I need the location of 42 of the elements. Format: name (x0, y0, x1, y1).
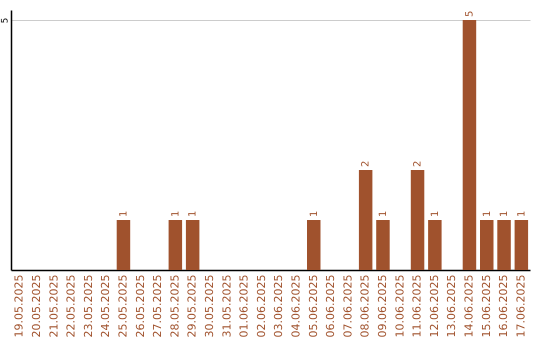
x-tick-label: 19.05.2025 (12, 274, 26, 338)
x-tick-label: 20.05.2025 (30, 274, 43, 338)
x-tick-label: 01.06.2025 (238, 274, 251, 338)
x-tick-label: 26.05.2025 (134, 274, 147, 338)
data-label: 1 (499, 210, 510, 217)
x-tick-label: 22.05.2025 (64, 274, 78, 338)
x-tick-label: 05.06.2025 (306, 274, 320, 338)
x-tick-label: 06.06.2025 (324, 274, 338, 338)
data-label: 1 (516, 210, 528, 217)
x-tick-label: 29.05.2025 (186, 274, 199, 338)
x-tick-label: 15.06.2025 (480, 274, 493, 338)
x-tick-label: 14.06.2025 (462, 274, 476, 338)
x-tick-label: 03.06.2025 (272, 274, 286, 338)
data-label: 1 (308, 210, 320, 217)
x-tick-label: 02.06.2025 (254, 274, 268, 338)
data-label: 1 (118, 210, 130, 217)
x-tick-label: 10.06.2025 (393, 274, 406, 338)
x-tick-label: 28.05.2025 (168, 274, 182, 338)
x-tick-label: 08.06.2025 (358, 274, 372, 338)
x-tick-label: 30.05.2025 (202, 274, 216, 338)
x-tick-label: 25.05.2025 (116, 274, 130, 338)
data-label: 2 (412, 160, 424, 167)
x-tick-label: 07.06.2025 (341, 274, 354, 338)
x-tick-label: 09.06.2025 (376, 274, 389, 338)
data-label: 1 (378, 210, 389, 217)
data-label: 1 (170, 210, 182, 217)
data-label: 5 (464, 10, 476, 17)
data-label: 2 (360, 160, 372, 167)
x-tick-label: 12.06.2025 (428, 274, 441, 338)
x-tick-label: 31.05.2025 (220, 274, 234, 338)
x-tick-label: 21.05.2025 (47, 274, 60, 338)
data-label: 1 (188, 210, 199, 217)
x-tick-label: 04.06.2025 (289, 274, 302, 338)
x-tick-label: 17.06.2025 (514, 274, 528, 338)
data-label: 1 (430, 210, 441, 217)
data-label: 1 (482, 210, 493, 217)
x-tick-label: 24.05.2025 (99, 274, 112, 338)
x-tick-label: 23.05.2025 (82, 274, 95, 338)
x-tick-label: 16.06.2025 (497, 274, 510, 338)
x-tick-label: 27.05.2025 (151, 274, 164, 338)
x-tick-label: 13.06.2025 (445, 274, 458, 338)
x-tick-label: 11.06.2025 (410, 274, 424, 338)
